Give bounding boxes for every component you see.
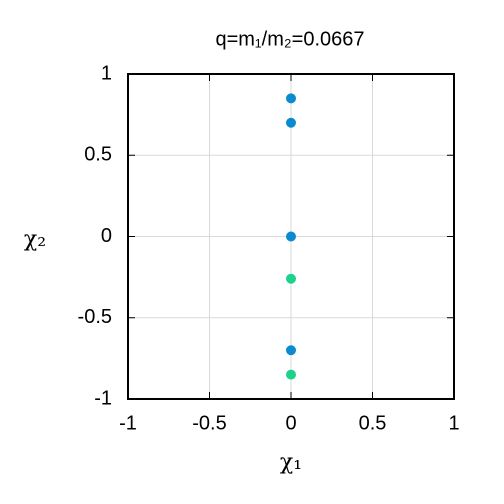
y-axis-label: χ₂ (24, 227, 46, 252)
point (286, 273, 296, 284)
x-tick-label: -1 (119, 412, 137, 434)
x-tick-label: 0.5 (359, 412, 387, 434)
x-tick-label: -0.5 (192, 412, 226, 434)
y-tick-label: -0.5 (78, 306, 112, 328)
x-axis-label: χ₁ (280, 450, 302, 475)
y-tick-label: -1 (94, 387, 112, 409)
x-tick-label: 1 (448, 412, 459, 434)
chart-title: q=m₁/m₂=0.0667 (215, 28, 364, 50)
y-tick-label: 1 (101, 62, 112, 84)
y-tick-label: 0.5 (84, 144, 112, 166)
point (286, 345, 296, 356)
plot-frame (127, 73, 455, 400)
point (286, 369, 296, 380)
x-tick-label: 0 (285, 412, 296, 434)
point (286, 93, 296, 104)
point (286, 231, 296, 242)
y-tick-label: 0 (101, 225, 112, 247)
point (286, 117, 296, 128)
